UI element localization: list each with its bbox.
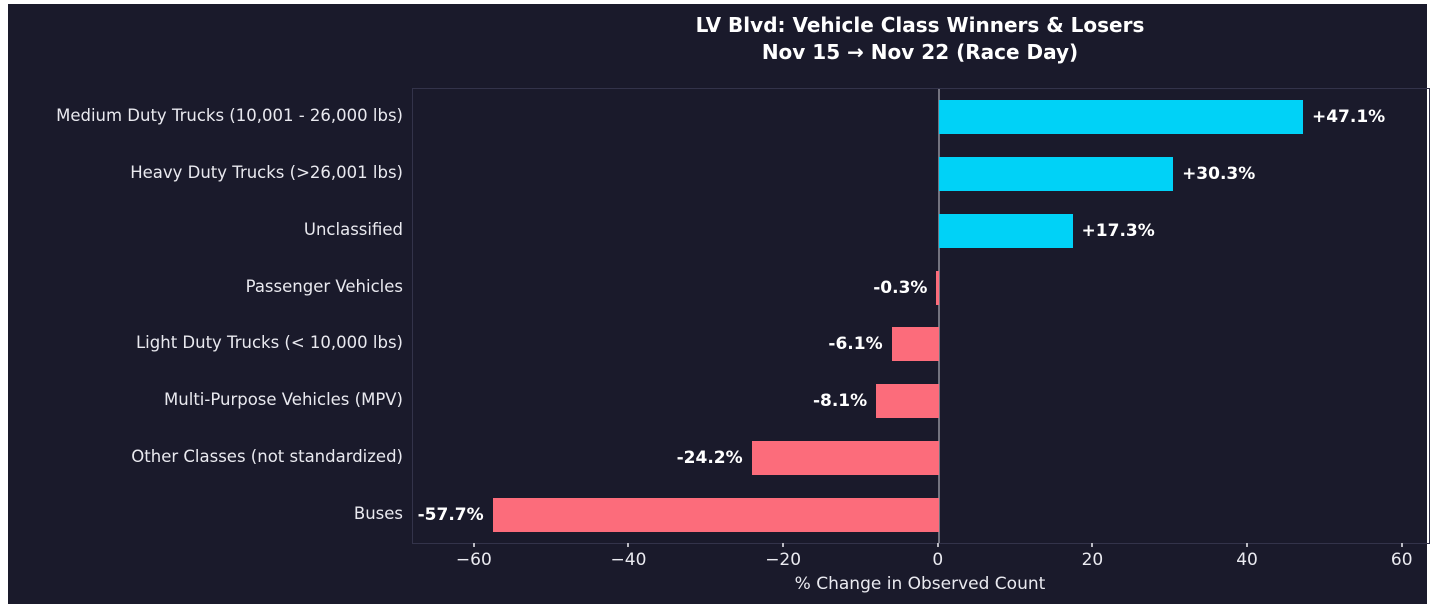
bar-negative: [936, 270, 939, 305]
x-tick-mark: [936, 543, 939, 547]
category-label: Unclassified: [303, 219, 403, 239]
chart-title: LV Blvd: Vehicle Class Winners & Losers: [695, 13, 1145, 37]
bar-value-label: -8.1%: [812, 391, 868, 412]
x-tick-label: −60: [455, 550, 492, 570]
category-label: Light Duty Trucks (< 10,000 lbs): [135, 333, 403, 353]
category-label: Passenger Vehicles: [245, 276, 403, 296]
category-label: Buses: [353, 503, 403, 523]
category-label: Other Classes (not standardized): [131, 446, 403, 466]
bar-positive: [938, 157, 1174, 192]
x-axis-label: % Change in Observed Count: [794, 574, 1046, 594]
bar-value-label: -24.2%: [676, 447, 743, 468]
x-axis: −60 −40 −20 0 20 40 60: [412, 543, 1428, 583]
x-tick-mark: [1246, 543, 1249, 547]
y-axis-category-labels: Medium Duty Trucks (10,001 - 26,000 lbs)…: [8, 88, 403, 542]
x-tick-label: 0: [932, 550, 944, 570]
x-tick-mark: [472, 543, 475, 547]
x-tick-label: −40: [610, 550, 647, 570]
bar-positive: [938, 100, 1303, 135]
x-tick-mark: [627, 543, 630, 547]
bar-negative: [492, 497, 939, 532]
bar-value-label: -0.3%: [873, 277, 928, 298]
category-label: Multi-Purpose Vehicles (MPV): [164, 390, 403, 410]
bar-positive: [938, 213, 1073, 248]
category-label: Medium Duty Trucks (10,001 - 26,000 lbs): [56, 106, 403, 126]
zero-reference-line: [937, 89, 940, 543]
x-tick-mark: [782, 543, 785, 547]
x-tick-label: 60: [1390, 550, 1413, 570]
chart-title-block: LV Blvd: Vehicle Class Winners & Losers …: [412, 12, 1428, 66]
x-tick-label: 40: [1236, 550, 1258, 570]
chart-figure: LV Blvd: Vehicle Class Winners & Losers …: [8, 4, 1430, 604]
bar-value-label: +17.3%: [1081, 220, 1155, 241]
bar-negative: [876, 384, 939, 419]
chart-subtitle: Nov 15 → Nov 22 (Race Day): [761, 40, 1079, 64]
plot-area: +47.1% +30.3% +17.3% -0.3% -6.1% -8.1% -24.2% -…: [412, 88, 1430, 544]
x-tick-label: −20: [765, 550, 802, 570]
bar-value-label: +30.3%: [1182, 164, 1256, 185]
bar-value-label: +47.1%: [1311, 107, 1386, 128]
bar-negative: [891, 327, 939, 362]
x-tick-label: 20: [1081, 550, 1104, 570]
bar-value-label: -6.1%: [828, 334, 883, 355]
x-tick-mark: [1400, 543, 1403, 547]
x-tick-mark: [1091, 543, 1094, 547]
bar-negative: [751, 440, 939, 475]
category-label: Heavy Duty Trucks (>26,001 lbs): [130, 163, 403, 183]
bar-value-label: -57.7%: [417, 504, 484, 525]
